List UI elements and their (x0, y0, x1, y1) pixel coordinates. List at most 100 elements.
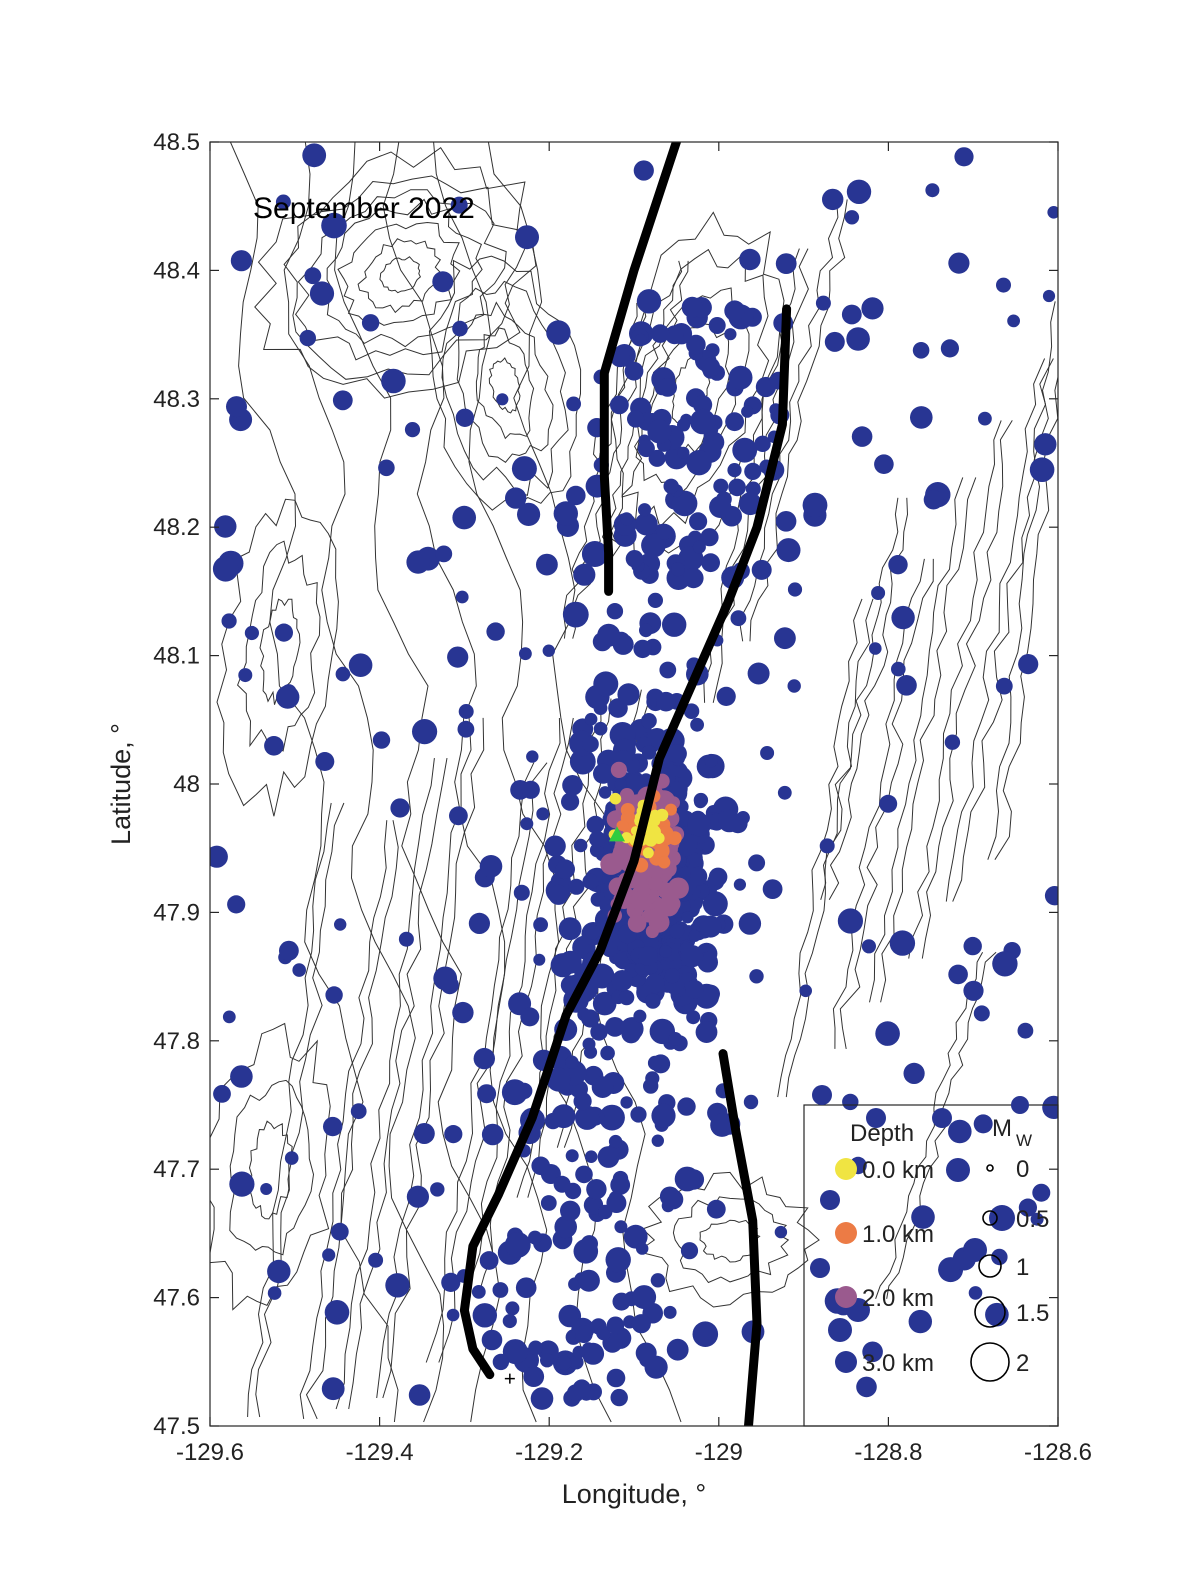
event-deep (589, 830, 606, 848)
event-deep (582, 873, 599, 890)
event-deep (323, 1116, 343, 1137)
contour-line (254, 146, 537, 399)
event-deep (946, 1158, 970, 1182)
contour-line (441, 280, 569, 496)
event-deep (568, 878, 585, 895)
legend-mag-label: 1.5 (1016, 1300, 1049, 1327)
event-deep (309, 281, 335, 306)
event-deep (658, 378, 677, 397)
event-deep (704, 753, 718, 768)
event-deep (824, 331, 845, 352)
contour-line (379, 256, 422, 294)
event-deep (903, 1062, 925, 1084)
event-deep (432, 271, 454, 293)
event-deep (614, 778, 627, 791)
event-deep (841, 304, 862, 325)
event-deep (641, 713, 657, 729)
event-deep (553, 1175, 571, 1193)
event-deep (593, 763, 614, 784)
event-deep (647, 419, 672, 444)
y-tick-label: 47.8 (153, 1028, 200, 1055)
event-deep (963, 936, 982, 956)
event-deep (385, 1273, 410, 1298)
event-deep (496, 393, 509, 406)
event-deep (472, 1303, 497, 1328)
event-deep (212, 556, 239, 582)
event-deep (562, 775, 583, 796)
event-deep (444, 1125, 463, 1144)
event-deep (582, 1037, 596, 1051)
event-deep (551, 1104, 576, 1129)
event-deep (447, 646, 469, 668)
event-deep (662, 612, 687, 637)
legend-mag-circle (978, 1254, 1002, 1278)
event-deep (558, 917, 582, 941)
event-deep (544, 835, 566, 857)
legend-mag-title: M (992, 1115, 1012, 1142)
event-deep (775, 511, 797, 532)
event-deep (606, 1368, 626, 1388)
y-tick-label: 47.6 (153, 1285, 200, 1312)
event-deep (430, 1182, 445, 1197)
event-deep (677, 446, 690, 459)
event-deep (592, 991, 617, 1016)
fault-segment (718, 1049, 762, 1426)
event-deep (304, 267, 322, 285)
event-deep (669, 923, 685, 939)
event-2km (606, 856, 624, 874)
event-deep (585, 924, 601, 940)
event-deep (706, 1199, 726, 1219)
event-deep (743, 1094, 759, 1110)
event-deep (948, 1119, 972, 1144)
contour-line (820, 497, 899, 900)
event-deep (866, 1108, 886, 1128)
event-deep (335, 666, 351, 682)
event-deep (701, 357, 721, 377)
y-tick-label: 48 (173, 771, 200, 798)
legend: Depth 0.0 km 1.0 km 2.0 km 3.0 km M W 0 0.5 1 1.5 2 (803, 1085, 1059, 1427)
event-deep (837, 908, 864, 934)
event-deep (733, 878, 747, 891)
contour-line (382, 142, 548, 1423)
event-deep (978, 411, 992, 426)
event-2km (664, 895, 681, 912)
event-deep (390, 798, 410, 818)
event-deep (992, 951, 1018, 977)
legend-depth-swatch (835, 1351, 857, 1373)
event-deep (728, 365, 753, 390)
event-deep (267, 1286, 282, 1300)
axis-ticks: -129.6 -129.4 -129.2 -129 -128.8 -128.6 47.5 47… (153, 129, 1092, 1466)
event-deep (774, 1225, 788, 1239)
event-deep (1032, 1183, 1051, 1202)
event-deep (612, 1292, 631, 1311)
event-deep (620, 1096, 633, 1109)
contour-line (777, 598, 863, 1098)
event-deep (644, 973, 665, 994)
event-deep (674, 1166, 700, 1192)
event-deep (605, 1247, 631, 1273)
event-deep (1030, 1212, 1044, 1226)
event-deep (452, 1004, 471, 1022)
event-deep (663, 478, 679, 494)
event-deep (923, 489, 944, 510)
event-deep (569, 1355, 584, 1370)
event-deep (606, 603, 624, 620)
contour-line (699, 1219, 761, 1263)
event-deep (741, 405, 754, 418)
event-deep (912, 342, 930, 359)
contour-line (921, 420, 1013, 959)
event-deep (481, 1329, 503, 1351)
contour-line (945, 358, 1046, 902)
event-deep (842, 1093, 859, 1111)
event-deep (728, 478, 746, 497)
event-deep (650, 1273, 666, 1288)
event-deep (708, 867, 728, 887)
event-deep (844, 210, 860, 225)
event-deep (724, 328, 737, 341)
fault-segment (599, 142, 681, 596)
event-deep (701, 553, 720, 573)
event-deep (687, 812, 711, 837)
event-deep (638, 503, 652, 517)
event-deep (605, 1017, 625, 1037)
contour-line (987, 301, 1056, 860)
